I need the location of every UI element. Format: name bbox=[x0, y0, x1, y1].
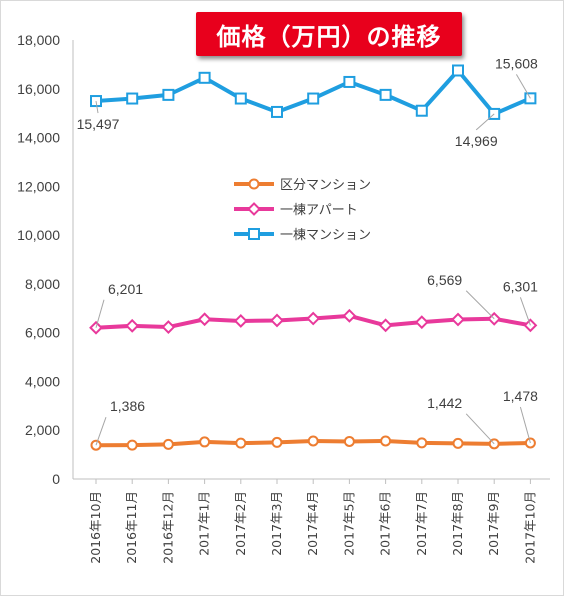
data-label: 14,969 bbox=[455, 133, 498, 149]
series-0 bbox=[90, 435, 536, 451]
data-point bbox=[125, 318, 140, 333]
chart-title-box: 価格（万円）の推移 bbox=[196, 12, 462, 56]
x-tick-label: 2017年9月 bbox=[486, 491, 501, 556]
y-tick-label: 16,000 bbox=[17, 81, 60, 97]
data-label-leader bbox=[515, 74, 531, 99]
x-tick-label: 2017年2月 bbox=[233, 491, 248, 556]
legend-marker bbox=[247, 202, 261, 216]
data-point bbox=[306, 311, 321, 326]
x-tick-label: 2017年4月 bbox=[305, 491, 320, 556]
y-tick-label: 18,000 bbox=[17, 32, 60, 48]
data-point bbox=[126, 92, 139, 105]
x-tick-label: 2016年10月 bbox=[88, 491, 103, 564]
data-label: 1,478 bbox=[503, 388, 538, 404]
x-tick-label: 2017年8月 bbox=[450, 491, 465, 556]
data-point bbox=[198, 71, 211, 84]
data-label-layer: 1,386 1,442 1,478 6,201 6,569 6,301 15,497 14,9… bbox=[77, 55, 538, 446]
y-tick-label: 2,000 bbox=[25, 422, 60, 438]
data-point bbox=[307, 92, 320, 105]
legend-item: 一棟マンション bbox=[234, 228, 371, 243]
y-tick-label: 6,000 bbox=[25, 325, 60, 341]
data-label-leader bbox=[519, 297, 531, 326]
series-layer bbox=[89, 64, 538, 451]
data-point bbox=[451, 312, 465, 327]
data-label: 6,301 bbox=[503, 278, 538, 294]
data-point bbox=[271, 436, 283, 448]
y-tick-label: 4,000 bbox=[25, 373, 60, 389]
data-point bbox=[126, 439, 138, 451]
y-tick-label: 12,000 bbox=[17, 178, 60, 194]
data-label: 1,442 bbox=[427, 395, 462, 411]
y-axis: 0 2,000 4,000 6,000 8,000 10,000 12,000 14,000 1… bbox=[17, 32, 74, 487]
legend-label: 区分マンション bbox=[280, 178, 371, 193]
data-point bbox=[235, 437, 247, 449]
data-point bbox=[379, 88, 392, 101]
data-point bbox=[161, 320, 176, 334]
data-point bbox=[452, 64, 464, 77]
chart-title: 価格（万円）の推移 bbox=[216, 22, 442, 51]
data-point bbox=[270, 313, 284, 328]
legend-marker bbox=[248, 178, 260, 190]
data-label-leader bbox=[95, 100, 99, 114]
data-point bbox=[416, 437, 428, 449]
data-label-leader bbox=[465, 290, 495, 320]
data-point bbox=[343, 75, 356, 88]
y-tick-label: 14,000 bbox=[17, 130, 60, 146]
series-1 bbox=[89, 308, 538, 335]
x-tick-label: 2017年1月 bbox=[197, 491, 212, 556]
data-point bbox=[199, 436, 211, 448]
data-label-leader bbox=[465, 413, 495, 445]
data-point bbox=[197, 312, 212, 327]
data-point bbox=[415, 104, 428, 117]
data-label-leader bbox=[95, 417, 107, 446]
data-point bbox=[234, 92, 247, 105]
data-point bbox=[343, 435, 355, 447]
x-tick-label: 2016年11月 bbox=[124, 491, 139, 564]
data-point bbox=[380, 435, 392, 447]
legend-marker bbox=[248, 228, 260, 240]
data-point bbox=[378, 318, 393, 333]
data-point bbox=[271, 105, 283, 118]
data-label: 6,569 bbox=[427, 272, 462, 288]
x-tick-label: 2017年10月 bbox=[522, 491, 537, 564]
x-axis: 2016年10月 2016年11月 2016年12月 2017年1月 2017年2月 20… bbox=[73, 478, 550, 564]
legend-label: 一棟アパート bbox=[280, 203, 358, 218]
x-tick-label: 2017年3月 bbox=[269, 491, 284, 556]
data-point bbox=[342, 308, 357, 323]
data-label: 15,497 bbox=[77, 116, 120, 132]
legend-item: 区分マンション bbox=[234, 178, 371, 193]
data-point bbox=[452, 437, 464, 449]
data-label-leader bbox=[519, 406, 531, 444]
y-tick-label: 8,000 bbox=[25, 276, 60, 292]
data-point bbox=[307, 435, 319, 447]
data-label-leader bbox=[95, 299, 105, 328]
data-point bbox=[162, 438, 174, 450]
data-point bbox=[414, 315, 429, 330]
x-tick-label: 2016年12月 bbox=[160, 491, 175, 564]
x-tick-label: 2017年6月 bbox=[378, 491, 393, 556]
data-point bbox=[233, 314, 248, 328]
legend-label: 一棟マンション bbox=[280, 228, 371, 243]
x-tick-label: 2017年5月 bbox=[341, 491, 356, 556]
data-label: 1,386 bbox=[110, 398, 145, 414]
data-point bbox=[162, 88, 175, 101]
data-label: 15,608 bbox=[495, 55, 538, 71]
data-label: 6,201 bbox=[108, 281, 143, 297]
y-tick-label: 10,000 bbox=[17, 227, 60, 243]
x-tick-label: 2017年7月 bbox=[414, 491, 429, 556]
y-tick-label: 0 bbox=[52, 471, 60, 487]
legend-item: 一棟アパート bbox=[234, 202, 358, 218]
data-label-leader bbox=[475, 113, 495, 131]
